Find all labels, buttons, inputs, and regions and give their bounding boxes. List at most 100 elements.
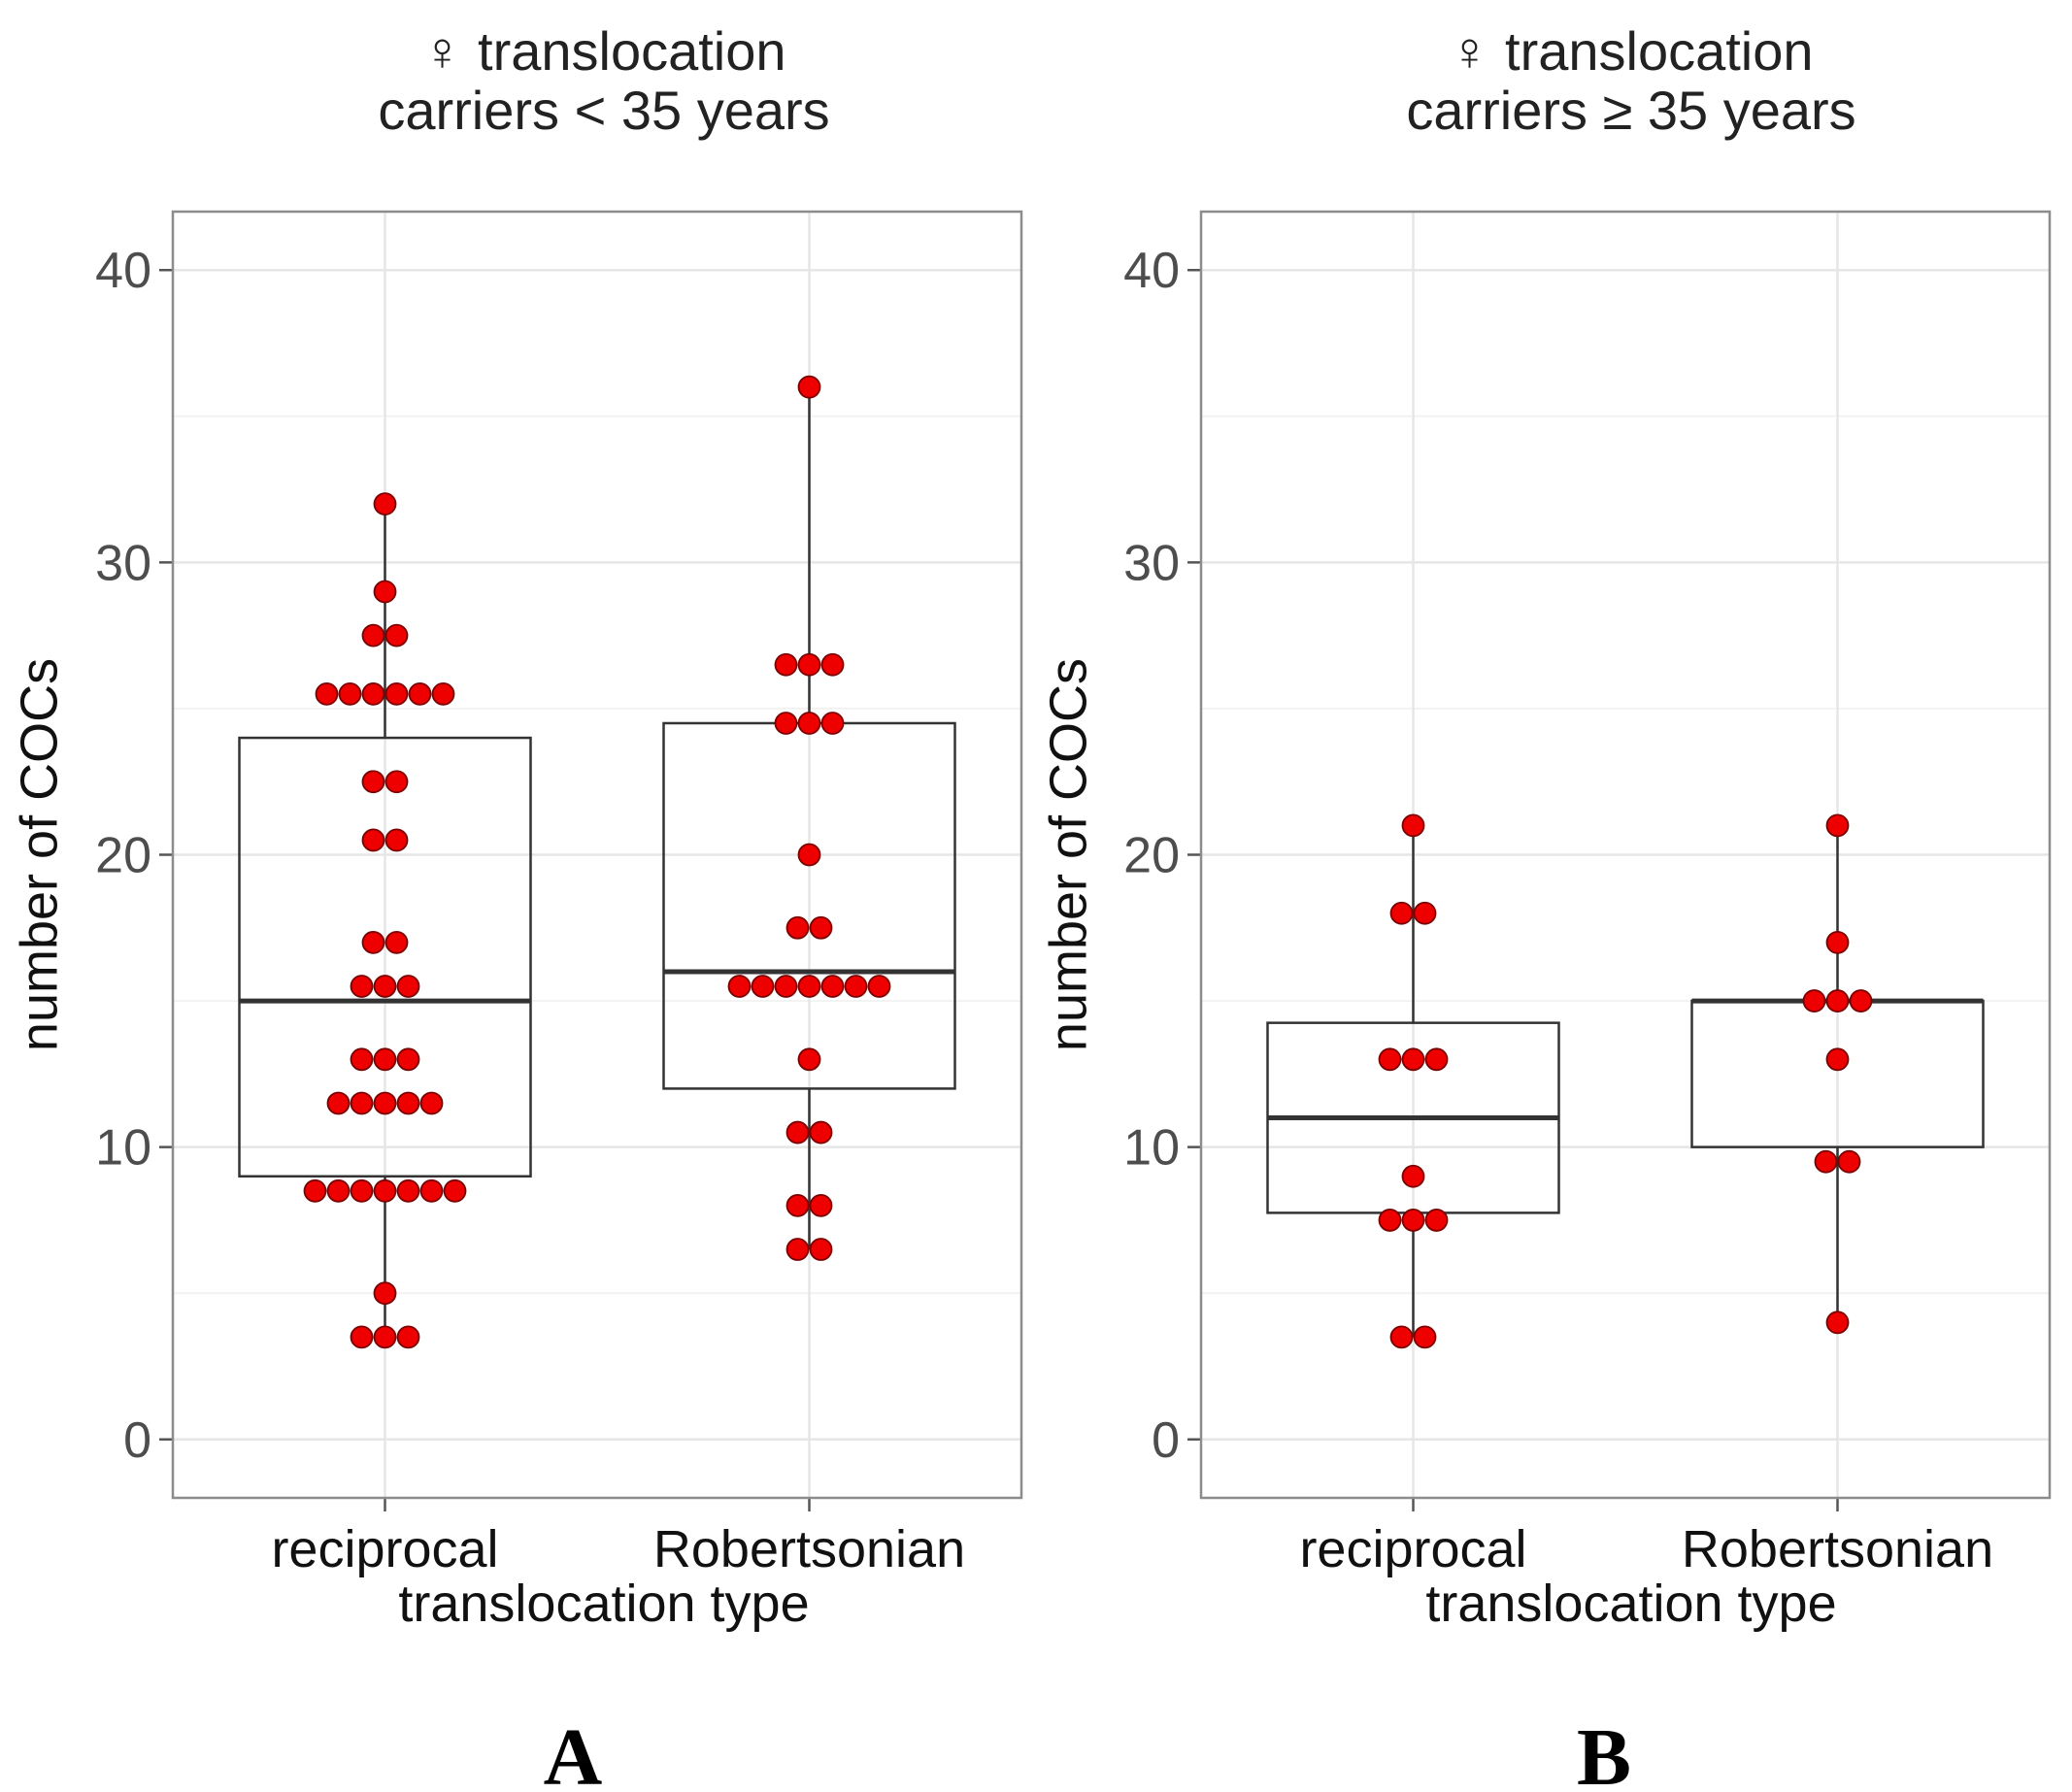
data-point — [350, 1325, 374, 1349]
data-point — [820, 652, 845, 677]
data-point — [419, 1178, 444, 1203]
data-point — [751, 975, 775, 998]
y-tick-label: 10 — [95, 1120, 151, 1177]
data-point — [774, 712, 798, 735]
data-point — [384, 681, 409, 706]
data-point — [384, 623, 409, 647]
data-point — [373, 1178, 397, 1203]
data-point — [361, 770, 385, 794]
data-point — [1401, 1209, 1425, 1232]
data-point — [727, 975, 752, 998]
data-point — [1401, 1047, 1425, 1072]
data-point — [443, 1178, 467, 1203]
chart-title-line: carriers < 35 years — [378, 80, 829, 141]
data-point — [373, 1325, 397, 1349]
data-point — [338, 681, 362, 706]
data-point — [408, 681, 432, 706]
data-point — [419, 1091, 444, 1115]
data-point — [373, 1091, 397, 1115]
chart-title-line: ♀ translocation — [1449, 20, 1813, 82]
data-point — [774, 652, 798, 677]
data-point — [361, 930, 385, 954]
data-point — [350, 1091, 374, 1115]
data-point — [797, 652, 821, 677]
y-tick-label: 0 — [123, 1412, 151, 1469]
data-point — [820, 712, 845, 735]
x-axis-title: translocation type — [398, 1575, 809, 1633]
data-point — [1389, 1325, 1414, 1349]
data-point — [373, 1281, 397, 1306]
data-point — [1413, 901, 1437, 925]
data-point — [809, 915, 833, 940]
data-point — [1378, 1209, 1402, 1232]
data-point — [1389, 901, 1414, 925]
data-point — [326, 1091, 351, 1115]
data-point — [867, 975, 891, 998]
y-tick-label: 40 — [1123, 243, 1180, 299]
data-point — [361, 828, 385, 852]
data-point — [785, 1120, 810, 1145]
data-point — [303, 1178, 327, 1203]
data-point — [1825, 813, 1850, 838]
data-point — [326, 1178, 351, 1203]
panel-letter: B — [1577, 1712, 1631, 1792]
data-point — [361, 623, 385, 647]
data-point — [373, 1047, 397, 1072]
y-tick-label: 40 — [95, 243, 151, 299]
data-point — [396, 1178, 420, 1203]
y-tick-label: 20 — [95, 828, 151, 884]
data-point — [809, 1238, 833, 1261]
data-point — [1849, 989, 1873, 1012]
data-point — [1424, 1047, 1449, 1072]
data-point — [396, 1047, 420, 1072]
panel-border — [171, 210, 1023, 1500]
data-point — [373, 975, 397, 998]
data-point — [1837, 1149, 1861, 1174]
data-point — [797, 1047, 821, 1072]
data-point — [1413, 1325, 1437, 1349]
data-point — [373, 492, 397, 516]
data-point — [1401, 1164, 1425, 1188]
y-axis-title: number of COCs — [1039, 658, 1097, 1051]
data-point — [315, 681, 339, 706]
data-point — [797, 843, 821, 867]
data-point — [797, 712, 821, 735]
data-point — [797, 375, 821, 399]
data-point — [785, 1193, 810, 1217]
data-point — [809, 1193, 833, 1217]
data-point — [1378, 1047, 1402, 1072]
y-tick-label: 0 — [1152, 1412, 1180, 1469]
data-point — [797, 975, 821, 998]
data-point — [785, 1238, 810, 1261]
data-point — [809, 1120, 833, 1145]
data-point — [396, 975, 420, 998]
data-point — [1802, 989, 1826, 1012]
data-point — [774, 975, 798, 998]
y-tick-label: 30 — [1123, 535, 1180, 591]
data-point — [844, 975, 868, 998]
data-point — [384, 930, 409, 954]
data-point — [1825, 989, 1850, 1012]
data-point — [361, 681, 385, 706]
data-point — [1825, 930, 1850, 954]
panel-border — [1199, 210, 2052, 1500]
x-category-label: reciprocal — [271, 1520, 498, 1578]
data-point — [384, 828, 409, 852]
data-point — [1814, 1149, 1838, 1174]
x-category-label: reciprocal — [1299, 1520, 1526, 1578]
y-tick-label: 20 — [1123, 828, 1180, 884]
data-point — [350, 975, 374, 998]
x-axis-title: translocation type — [1425, 1575, 1836, 1633]
data-point — [384, 770, 409, 794]
data-point — [373, 580, 397, 604]
data-point — [820, 975, 845, 998]
data-point — [396, 1091, 420, 1115]
data-point — [396, 1325, 420, 1349]
y-axis-title: number of COCs — [10, 658, 68, 1051]
data-point — [1825, 1047, 1850, 1072]
data-point — [1825, 1311, 1850, 1335]
y-tick-label: 30 — [95, 535, 151, 591]
